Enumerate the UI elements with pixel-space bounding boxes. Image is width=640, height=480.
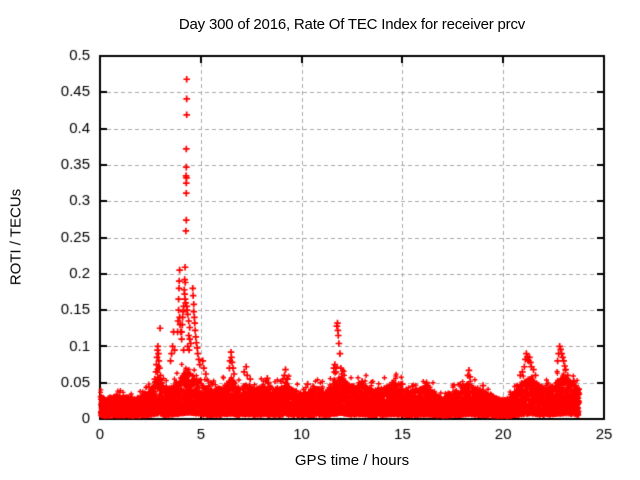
x-axis-label: GPS time / hours [294,452,410,469]
y-axis-label: ROTI / TECUs [7,188,25,286]
chart-title: Day 300 of 2016, Rate Of TEC Index for r… [178,16,526,33]
